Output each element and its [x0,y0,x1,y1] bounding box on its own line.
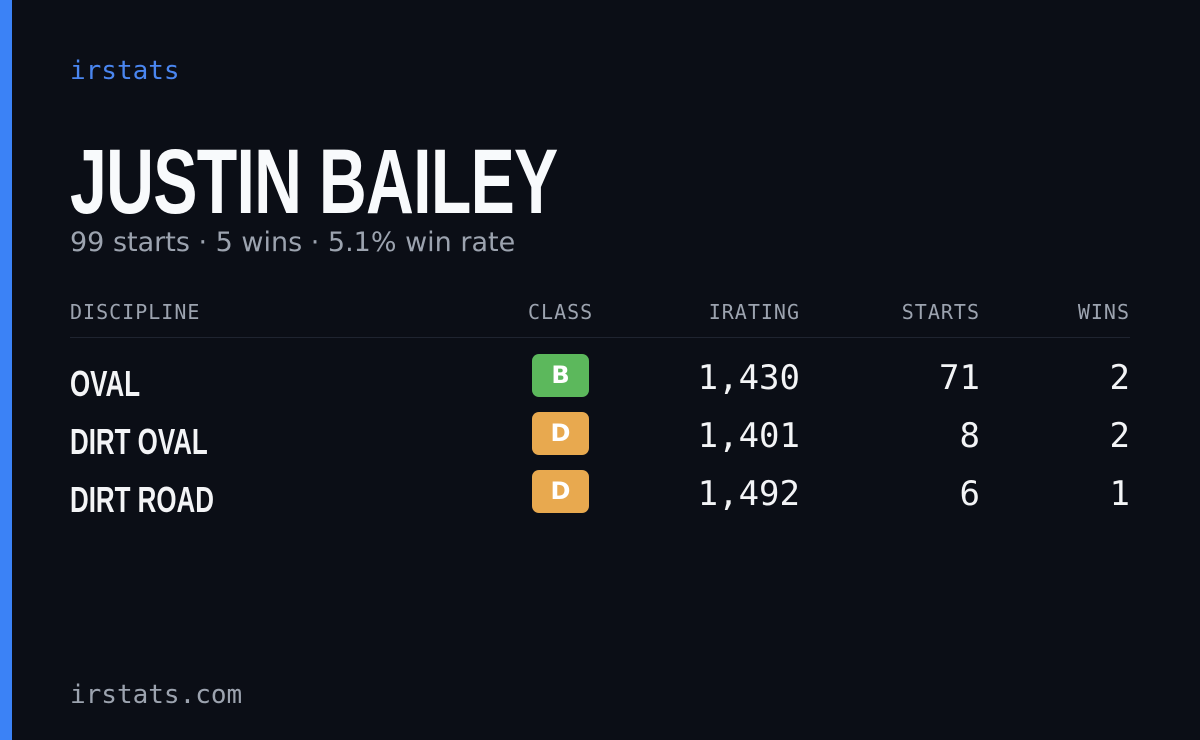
class-badge: D [532,412,589,455]
column-header: IRATING [708,300,800,324]
irating: 1,430 [697,358,800,398]
column-header: WINS [1077,300,1130,324]
irating: 1,401 [697,416,800,456]
class-badge: B [532,354,589,397]
starts: 71 [939,358,980,398]
header-rule [70,337,1130,338]
discipline: DIRT ROAD [70,479,214,520]
player-name: JUSTIN BAILEY [70,131,558,233]
wins: 2 [1109,416,1130,456]
discipline: OVAL [70,363,141,404]
brand: irstats [70,56,180,86]
player-summary: 99 starts · 5 wins · 5.1% win rate [70,227,516,258]
column-header: CLASS [528,300,594,324]
discipline: DIRT OVAL [70,421,208,462]
irating: 1,492 [697,474,800,514]
accent-bar [0,0,12,740]
footer: irstats.com [70,680,243,710]
wins: 1 [1109,474,1130,514]
class-badge: D [532,470,589,513]
column-header: DISCIPLINE [70,300,201,324]
starts: 6 [959,474,980,514]
column-header: STARTS [901,300,980,324]
wins: 2 [1109,358,1130,398]
starts: 8 [959,416,980,456]
